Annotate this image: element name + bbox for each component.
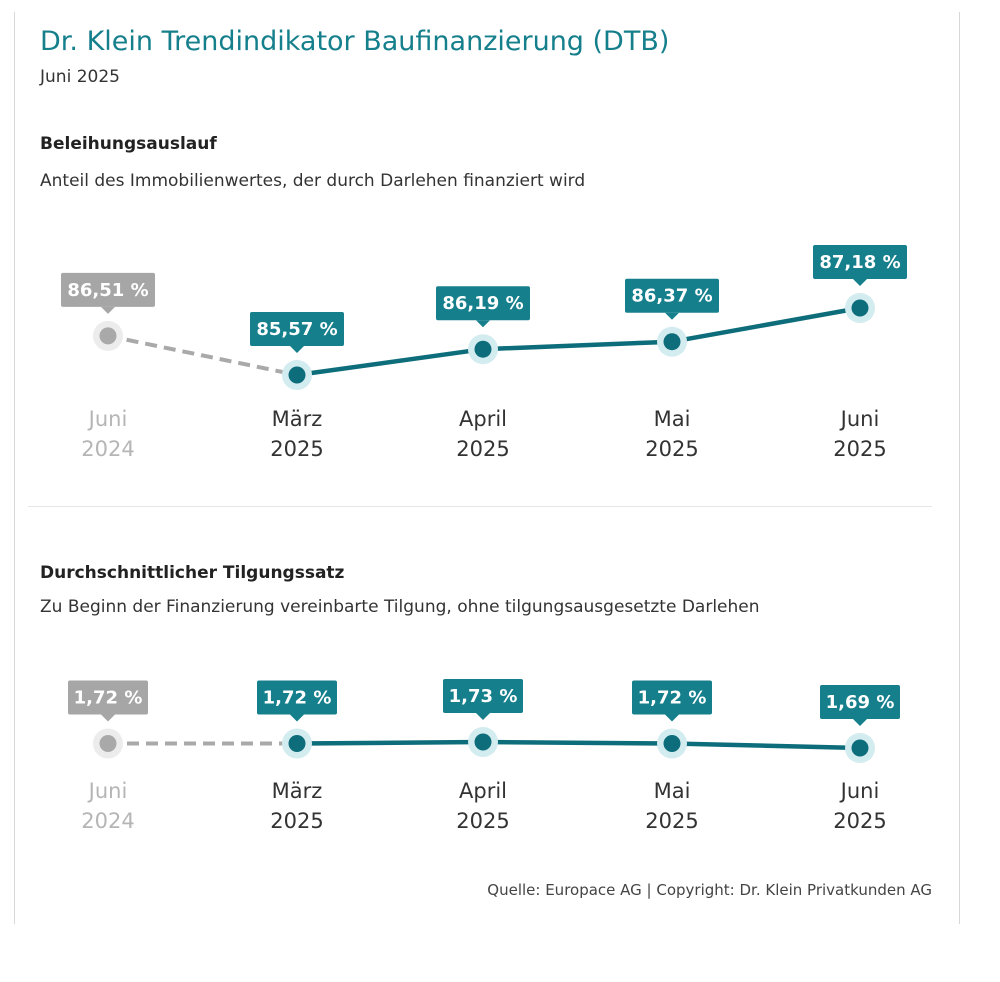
value-label-pointer — [853, 719, 867, 726]
value-label-box — [436, 286, 530, 321]
data-point — [99, 735, 117, 752]
data-point — [663, 333, 681, 351]
x-tick-month: April — [459, 779, 507, 803]
value-label-box — [625, 278, 719, 313]
x-tick-month: Juni — [87, 407, 128, 431]
data-point — [474, 340, 492, 358]
chart-2-subtitle: Zu Beginn der Finanzierung vereinbarte T… — [40, 597, 760, 617]
x-tick-year: 2024 — [81, 437, 134, 461]
value-label-text: 1,72 % — [263, 688, 332, 709]
chart-1-title: Beleihungsauslauf — [40, 134, 217, 154]
data-point — [474, 733, 492, 751]
x-tick-month: Juni — [839, 407, 880, 431]
value-label-pointer — [476, 320, 490, 328]
value-label-box — [68, 680, 148, 715]
x-tick-month: Mai — [654, 779, 691, 803]
value-label-text: 87,18 % — [819, 252, 900, 273]
data-point — [288, 735, 306, 752]
value-label: 85,57 % — [250, 312, 344, 353]
value-label: 86,37 % — [625, 278, 719, 320]
x-tick-year: 2025 — [270, 437, 323, 461]
x-tick-month: März — [272, 407, 323, 431]
value-label: 86,19 % — [436, 286, 530, 328]
value-label-pointer — [665, 714, 679, 722]
value-label-text: 1,72 % — [638, 688, 707, 709]
x-tick-year: 2024 — [81, 809, 134, 833]
series-line — [294, 305, 863, 378]
value-label-box — [813, 245, 907, 279]
beleihungsauslauf-chart: 86,51 % Juni 2024 85,57 % März 2025 86,19 % Apr… — [61, 245, 907, 461]
section-divider — [28, 506, 932, 507]
value-label-text: 86,19 % — [442, 293, 523, 314]
x-tick-year: 2025 — [270, 809, 323, 833]
x-tick-month: März — [272, 779, 323, 803]
x-tick-year: 2025 — [456, 437, 509, 461]
value-label: 86,51 % — [61, 272, 155, 314]
value-label-box — [632, 680, 712, 715]
source-note: Quelle: Europace AG | Copyright: Dr. Kle… — [487, 881, 932, 899]
value-label: 1,73 % — [443, 679, 523, 720]
x-tick-month: Juni — [87, 779, 128, 803]
x-tick-year: 2025 — [833, 437, 886, 461]
value-label-text: 86,51 % — [67, 280, 148, 301]
value-label: 1,69 % — [820, 685, 900, 726]
data-point — [99, 327, 117, 345]
value-label-pointer — [290, 714, 304, 722]
x-tick-month: Juni — [839, 779, 880, 803]
value-label-text: 85,57 % — [256, 319, 337, 340]
page-title: Dr. Klein Trendindikator Baufinanzierung… — [40, 26, 670, 57]
chart-2-title: Durchschnittlicher Tilgungssatz — [40, 563, 345, 583]
x-tick-month: Mai — [654, 407, 691, 431]
data-point — [663, 735, 681, 752]
x-tick-year: 2025 — [645, 437, 698, 461]
value-label: 1,72 % — [257, 680, 337, 722]
value-label-pointer — [101, 714, 115, 722]
x-tick-year: 2025 — [456, 809, 509, 833]
value-label-text: 1,73 % — [449, 686, 518, 707]
value-label-box — [257, 680, 337, 715]
data-point — [851, 739, 869, 757]
page-subtitle: Juni 2025 — [40, 67, 120, 87]
value-label: 1,72 % — [68, 680, 148, 722]
data-point — [851, 299, 869, 317]
chart-1-subtitle: Anteil des Immobilienwertes, der durch D… — [40, 171, 586, 191]
series-line — [294, 739, 863, 751]
data-point — [288, 366, 306, 384]
infographic-card — [14, 12, 960, 924]
value-label-pointer — [665, 312, 679, 320]
value-label: 87,18 % — [813, 245, 907, 286]
value-label-pointer — [290, 346, 304, 353]
x-tick-month: April — [459, 407, 507, 431]
x-tick-year: 2025 — [645, 809, 698, 833]
value-label-box — [61, 272, 155, 307]
value-label-box — [820, 685, 900, 719]
value-label-text: 1,69 % — [826, 692, 895, 713]
tilgungssatz-chart: 1,72 % Juni 2024 1,72 % März 2025 1,73 % April 2… — [68, 679, 900, 833]
value-label-text: 86,37 % — [631, 286, 712, 307]
value-label-pointer — [476, 713, 490, 720]
value-label-pointer — [101, 306, 115, 314]
value-label-pointer — [853, 279, 867, 286]
value-label-box — [250, 312, 344, 346]
value-label: 1,72 % — [632, 680, 712, 722]
x-tick-year: 2025 — [833, 809, 886, 833]
previous-year-connector — [107, 333, 298, 377]
value-label-box — [443, 679, 523, 713]
value-label-text: 1,72 % — [74, 688, 143, 709]
